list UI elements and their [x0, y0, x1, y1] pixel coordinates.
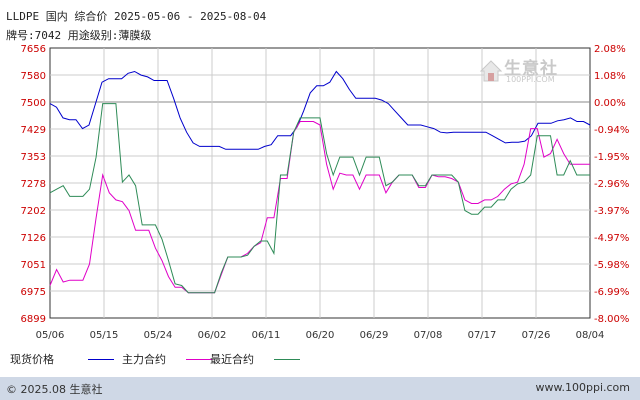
- legend-main-label: 主力合约: [122, 353, 166, 366]
- y-tick-label: 7580: [21, 71, 46, 82]
- footer-site-link[interactable]: www.100ppi.com: [535, 381, 630, 394]
- house-icon: [480, 60, 502, 82]
- x-tick-label: 05/15: [90, 330, 119, 341]
- legend-main-swatch: [186, 359, 212, 360]
- series-layer: [49, 70, 591, 294]
- x-tick-label: 05/24: [144, 330, 173, 341]
- x-tick-label: 07/26: [522, 330, 551, 341]
- series-line-spot: [49, 70, 591, 150]
- x-tick-label: 06/11: [252, 330, 281, 341]
- y-tick-label: 7051: [21, 260, 46, 271]
- legend-recent-label: 最近合约: [210, 353, 254, 366]
- y-right-tick-label: -8.00%: [594, 314, 629, 325]
- footer-copyright: © 2025.08 生意社: [6, 383, 103, 396]
- y-right-tick-label: -3.97%: [594, 206, 629, 217]
- x-tick-label: 05/06: [36, 330, 65, 341]
- legend-recent-swatch: [274, 359, 300, 360]
- x-tick-label: 08/04: [576, 330, 605, 341]
- y-tick-label: 7500: [21, 98, 46, 109]
- y-right-tick-label: -0.94%: [594, 125, 629, 136]
- chart-title: LLDPE 国内 综合价 2025-05-06 - 2025-08-04: [6, 10, 267, 23]
- tick-layer: 7656 2.08% 7580 1.08% 7500 0.00% 7429 -0.94% 735…: [21, 44, 630, 341]
- y-right-tick-label: -6.99%: [594, 287, 629, 298]
- y-right-tick-label: -4.97%: [594, 233, 629, 244]
- y-tick-label: 6975: [21, 287, 46, 298]
- watermark-name: 生意社: [504, 59, 558, 79]
- series-line-main: [49, 121, 590, 294]
- chart-subtitle: 牌号:7042 用途级别:薄膜级: [6, 29, 152, 42]
- y-tick-label: 7656: [21, 44, 46, 55]
- watermark-logo: 生意社 100PPI.COM: [480, 54, 580, 94]
- x-tick-label: 07/17: [468, 330, 497, 341]
- watermark-url: 100PPI.COM: [506, 75, 555, 84]
- x-tick-label: 06/29: [360, 330, 389, 341]
- y-right-tick-label: 0.00%: [594, 98, 626, 109]
- y-tick-label: 7429: [21, 125, 46, 136]
- y-right-tick-label: 2.08%: [594, 44, 626, 55]
- y-right-tick-label: -1.95%: [594, 152, 629, 163]
- y-tick-label: 6899: [21, 314, 46, 325]
- y-tick-label: 7353: [21, 152, 46, 163]
- y-right-tick-label: 1.08%: [594, 71, 626, 82]
- price-chart: 7656 2.08% 7580 1.08% 7500 0.00% 7429 -0.94% 735…: [21, 44, 630, 341]
- legend-spot-swatch: [88, 359, 114, 360]
- grid-layer: [49, 47, 591, 319]
- y-tick-label: 7278: [21, 179, 46, 190]
- y-tick-label: 7126: [21, 233, 46, 244]
- y-right-tick-label: -2.96%: [594, 179, 629, 190]
- y-tick-label: 7202: [21, 206, 46, 217]
- footer-bar: © 2025.08 生意社 www.100ppi.com: [0, 377, 640, 400]
- series-line-recent: [49, 103, 590, 294]
- y-right-tick-label: -5.98%: [594, 260, 629, 271]
- x-tick-label: 06/20: [306, 330, 335, 341]
- x-tick-label: 06/02: [198, 330, 227, 341]
- x-tick-label: 07/08: [414, 330, 443, 341]
- legend-spot-label: 现货价格: [10, 353, 54, 366]
